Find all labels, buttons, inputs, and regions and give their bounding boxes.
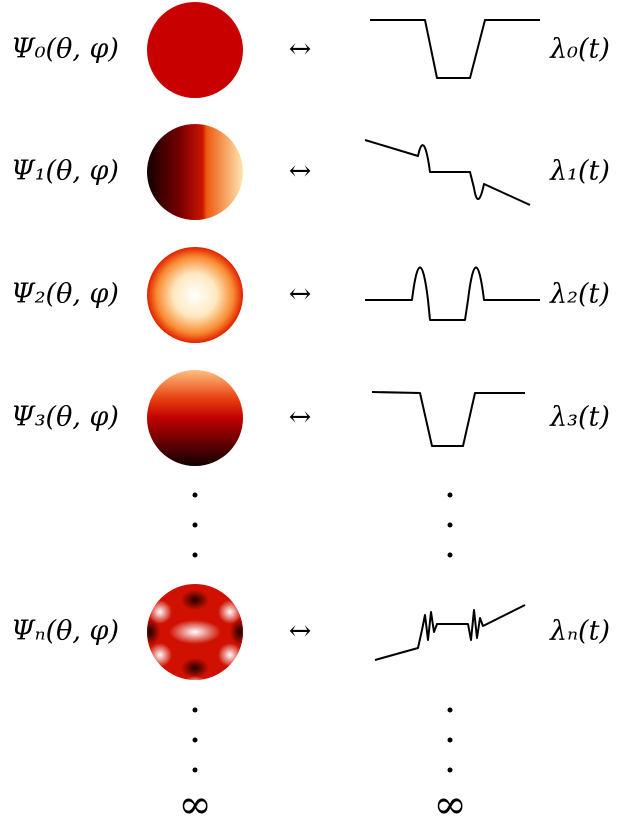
curve-label: λₙ(t) <box>549 616 610 647</box>
sphere <box>147 370 243 466</box>
light-curve <box>365 140 530 205</box>
curve-label: λ₀(t) <box>549 34 610 65</box>
infinity: ∞ <box>433 782 466 828</box>
arrow: ↔ <box>289 279 312 310</box>
function-label: Ψ₃(θ, φ) <box>11 402 119 433</box>
sphere <box>147 124 243 220</box>
arrow: ↔ <box>289 616 312 647</box>
light-curve <box>365 268 540 321</box>
diagram: Ψ₀(θ, φ) ↔ λ₀(t) Ψ₁(θ, φ) ↔ λ₁(t) Ψ₂(θ, … <box>0 0 618 831</box>
arrow: ↔ <box>289 34 312 65</box>
function-label: Ψ₁(θ, φ) <box>11 156 119 187</box>
function-label: Ψ₀(θ, φ) <box>11 34 119 65</box>
sphere <box>147 2 243 98</box>
function-label: Ψₙ(θ, φ) <box>11 616 119 647</box>
sphere <box>140 582 250 692</box>
light-curve <box>370 20 540 78</box>
infinity: ∞ <box>178 782 211 828</box>
light-curve <box>375 605 525 660</box>
function-label: Ψ₂(θ, φ) <box>11 279 119 310</box>
curve-label: λ₂(t) <box>549 279 610 310</box>
light-curve <box>372 392 525 446</box>
curve-label: λ₃(t) <box>549 402 610 433</box>
arrow: ↔ <box>289 402 312 433</box>
curve-label: λ₁(t) <box>549 156 610 187</box>
arrow: ↔ <box>289 156 312 187</box>
sphere <box>147 247 243 343</box>
